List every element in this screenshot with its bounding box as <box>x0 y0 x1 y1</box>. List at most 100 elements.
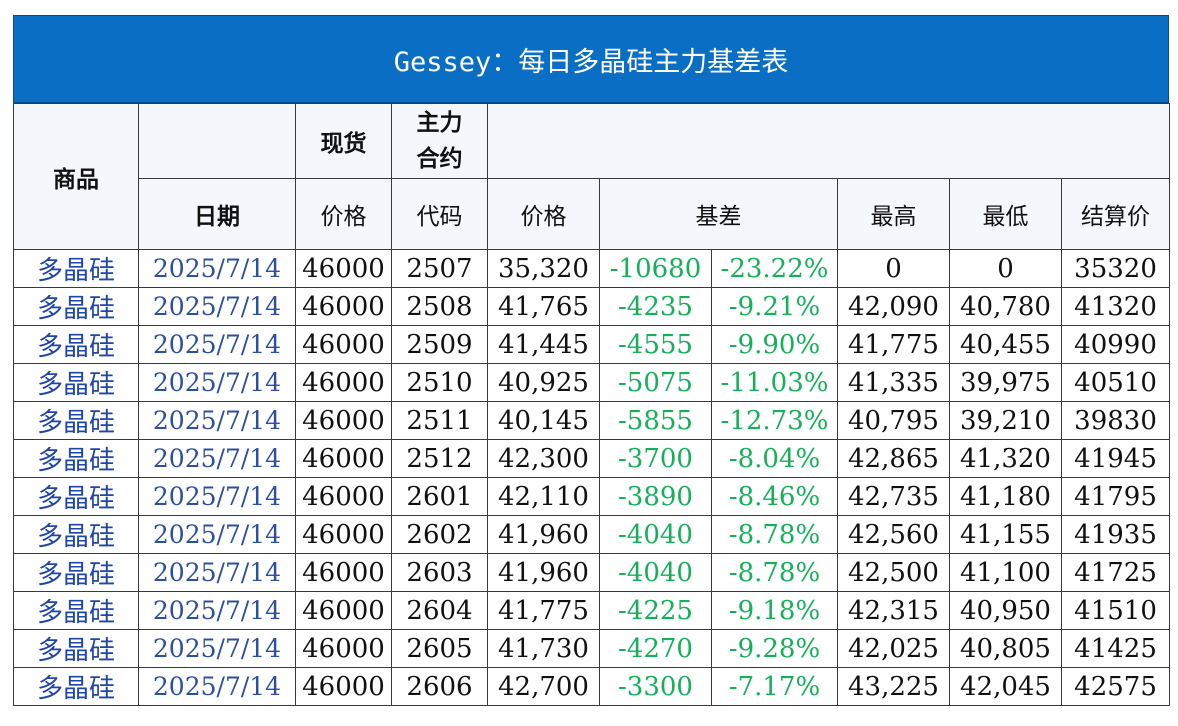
basis-cell: -4040 <box>599 553 712 592</box>
table-row: 多晶硅 2025/7/14 46000 2602 41,960 -4040 -8.78% 42… <box>13 515 1171 554</box>
spot-price-cell: 46000 <box>295 477 392 516</box>
contract-code-cell: 2605 <box>391 629 488 668</box>
contract-price-cell: 41,445 <box>487 325 600 364</box>
product-cell: 多晶硅 <box>13 477 139 516</box>
high-cell: 43,225 <box>837 667 950 706</box>
basis-percent-cell: -9.90% <box>711 325 838 364</box>
basis-percent-cell: -9.18% <box>711 591 838 630</box>
product-cell: 多晶硅 <box>13 363 139 402</box>
spot-price-cell: 46000 <box>295 629 392 668</box>
basis-table-container: Gessey：每日多晶硅主力基差表 商品 现货 主力 合约 日期 价格 代码 <box>13 15 1171 706</box>
header-row-2: 日期 价格 代码 价格 基差 最高 最低 结算价 <box>14 178 1171 250</box>
table-row: 多晶硅 2025/7/14 46000 2507 35,320 -10680 -23.22%… <box>13 249 1171 288</box>
date-cell: 2025/7/14 <box>138 287 296 326</box>
date-cell: 2025/7/14 <box>138 325 296 364</box>
spot-price-cell: 46000 <box>295 363 392 402</box>
high-cell: 41,335 <box>837 363 950 402</box>
basis-cell: -3700 <box>599 439 712 478</box>
contract-price-cell: 40,145 <box>487 401 600 440</box>
high-cell: 42,025 <box>837 629 950 668</box>
high-cell: 40,795 <box>837 401 950 440</box>
contract-price-cell: 41,775 <box>487 591 600 630</box>
contract-price-cell: 41,730 <box>487 629 600 668</box>
table-row: 多晶硅 2025/7/14 46000 2601 42,110 -3890 -8.46% 42… <box>13 477 1171 516</box>
header-blank-date <box>138 103 296 179</box>
basis-cell: -4040 <box>599 515 712 554</box>
date-cell: 2025/7/14 <box>138 401 296 440</box>
spot-price-cell: 46000 <box>295 439 392 478</box>
basis-percent-cell: -8.46% <box>711 477 838 516</box>
low-cell: 40,805 <box>949 629 1062 668</box>
basis-cell: -4270 <box>599 629 712 668</box>
settle-cell: 41935 <box>1060 515 1171 554</box>
high-cell: 42,500 <box>837 553 950 592</box>
contract-price-cell: 42,300 <box>487 439 600 478</box>
header-main-contract-line1: 主力 <box>416 110 463 136</box>
header-code: 代码 <box>391 178 488 250</box>
product-cell: 多晶硅 <box>13 401 139 440</box>
high-cell: 42,735 <box>837 477 950 516</box>
basis-cell: -5855 <box>599 401 712 440</box>
header-main-contract: 主力 合约 <box>391 103 488 179</box>
table-row: 多晶硅 2025/7/14 46000 2605 41,730 -4270 -9.28% 42… <box>13 629 1171 668</box>
table-row: 多晶硅 2025/7/14 46000 2511 40,145 -5855 -12.73% 4… <box>13 401 1171 440</box>
low-cell: 41,320 <box>949 439 1062 478</box>
product-cell: 多晶硅 <box>13 667 139 706</box>
header-basis: 基差 <box>599 178 838 250</box>
basis-table: 商品 现货 主力 合约 日期 价格 代码 价格 基差 最高 最低 结算价 多晶硅… <box>13 103 1171 706</box>
header-blank-span <box>486 103 1171 179</box>
low-cell: 41,180 <box>949 477 1062 516</box>
product-cell: 多晶硅 <box>13 439 139 478</box>
high-cell: 42,090 <box>837 287 950 326</box>
spot-price-cell: 46000 <box>295 515 392 554</box>
product-cell: 多晶硅 <box>13 515 139 554</box>
basis-percent-cell: -9.28% <box>711 629 838 668</box>
header-spot: 现货 <box>295 103 392 179</box>
contract-code-cell: 2509 <box>391 325 488 364</box>
table-title: Gessey：每日多晶硅主力基差表 <box>13 15 1169 103</box>
header-settle: 结算价 <box>1060 178 1171 250</box>
spot-price-cell: 46000 <box>295 553 392 592</box>
settle-cell: 41795 <box>1060 477 1171 516</box>
high-cell: 42,315 <box>837 591 950 630</box>
product-cell: 多晶硅 <box>13 249 139 288</box>
low-cell: 40,950 <box>949 591 1062 630</box>
date-cell: 2025/7/14 <box>138 515 296 554</box>
high-cell: 42,865 <box>837 439 950 478</box>
basis-percent-cell: -12.73% <box>711 401 838 440</box>
settle-cell: 41425 <box>1060 629 1171 668</box>
basis-cell: -3890 <box>599 477 712 516</box>
basis-cell: -4225 <box>599 591 712 630</box>
contract-code-cell: 2604 <box>391 591 488 630</box>
basis-percent-cell: -8.04% <box>711 439 838 478</box>
header-row-1: 商品 现货 主力 合约 <box>13 103 1171 250</box>
table-row: 多晶硅 2025/7/14 46000 2606 42,700 -3300 -7.17% 43… <box>13 667 1171 706</box>
settle-cell: 42575 <box>1060 667 1171 706</box>
date-cell: 2025/7/14 <box>138 477 296 516</box>
contract-price-cell: 41,765 <box>487 287 600 326</box>
basis-percent-cell: -8.78% <box>711 515 838 554</box>
low-cell: 42,045 <box>949 667 1062 706</box>
low-cell: 39,975 <box>949 363 1062 402</box>
product-cell: 多晶硅 <box>13 553 139 592</box>
header-main-contract-line2: 合约 <box>416 146 463 172</box>
spot-price-cell: 46000 <box>295 287 392 326</box>
spot-price-cell: 46000 <box>295 591 392 630</box>
product-cell: 多晶硅 <box>13 591 139 630</box>
product-cell: 多晶硅 <box>13 287 139 326</box>
contract-code-cell: 2606 <box>391 667 488 706</box>
header-date: 日期 <box>138 178 296 250</box>
basis-cell: -4555 <box>599 325 712 364</box>
table-row: 多晶硅 2025/7/14 46000 2512 42,300 -3700 -8.04% 42… <box>13 439 1171 478</box>
high-cell: 0 <box>837 249 950 288</box>
spot-price-cell: 46000 <box>295 325 392 364</box>
low-cell: 41,100 <box>949 553 1062 592</box>
settle-cell: 40990 <box>1060 325 1171 364</box>
low-cell: 41,155 <box>949 515 1062 554</box>
contract-code-cell: 2603 <box>391 553 488 592</box>
product-cell: 多晶硅 <box>13 629 139 668</box>
header-high: 最高 <box>837 178 950 250</box>
basis-cell: -5075 <box>599 363 712 402</box>
basis-cell: -10680 <box>599 249 712 288</box>
table-row: 多晶硅 2025/7/14 46000 2510 40,925 -5075 -11.03% 4… <box>13 363 1171 402</box>
